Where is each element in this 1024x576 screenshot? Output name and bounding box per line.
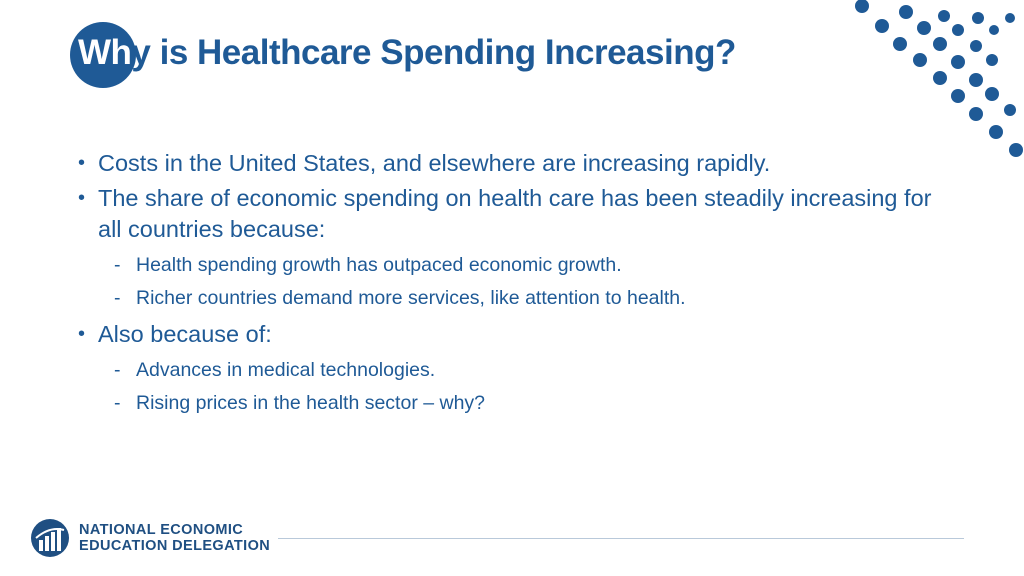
decor-dot	[972, 12, 984, 24]
decor-dot	[933, 71, 947, 85]
decor-dot	[913, 53, 927, 67]
decor-dot	[938, 10, 950, 22]
dash-marker: -	[114, 287, 121, 309]
decor-dot	[989, 125, 1003, 139]
decor-dot	[952, 24, 964, 36]
sub-bullet-item: - Rising prices in the health sector – wh…	[76, 387, 956, 420]
footer-org-line2: EDUCATION DELEGATION	[79, 538, 271, 554]
decor-dot	[986, 54, 998, 66]
decor-dot	[933, 37, 947, 51]
decor-dot	[989, 25, 999, 35]
title-wrap: Why is Healthcare Spending Increasing?	[78, 28, 736, 78]
bullet-list: Costs in the United States, and elsewher…	[76, 148, 956, 420]
sub-bullet-text: Health spending growth has outpaced econ…	[136, 254, 622, 276]
title-rest: y is Healthcare Spending Increasing?	[131, 33, 736, 72]
decor-dot	[855, 0, 869, 13]
decor-dot	[970, 40, 982, 52]
sub-bullet-text: Rising prices in the health sector – why…	[136, 392, 486, 414]
ned-logo-icon	[31, 519, 69, 557]
dash-marker: -	[114, 392, 121, 414]
footer-divider	[278, 538, 964, 539]
decor-dot	[875, 19, 889, 33]
decor-dot	[1004, 104, 1016, 116]
decor-dot	[1005, 13, 1015, 23]
bullet-item: Also because of:	[76, 319, 956, 350]
footer-org-name: NATIONAL ECONOMIC EDUCATION DELEGATION	[79, 522, 270, 554]
dot-grid-icon	[855, 0, 1023, 157]
title-accent-circle	[70, 22, 136, 88]
decor-dot	[893, 37, 907, 51]
dash-marker: -	[114, 359, 121, 381]
sub-bullet-item: - Advances in medical technologies.	[76, 354, 956, 387]
footer-org-line1: NATIONAL ECONOMIC	[79, 522, 244, 538]
sub-bullet-item: - Richer countries demand more services, …	[76, 282, 956, 315]
sub-bullet-item: - Health spending growth has outpaced eco…	[76, 249, 956, 282]
sub-bullet-text: Advances in medical technologies.	[136, 359, 436, 381]
decor-dot	[969, 73, 983, 87]
decor-dot	[1009, 143, 1023, 157]
decor-dot	[951, 89, 965, 103]
sub-bullet-text: Richer countries demand more services, l…	[136, 287, 686, 309]
title-lead: Wh	[78, 33, 132, 72]
decor-dot	[985, 87, 999, 101]
bullet-item: Costs in the United States, and elsewher…	[76, 148, 956, 179]
page-title: Why is Healthcare Spending Increasing?	[78, 28, 736, 78]
decor-dot	[951, 55, 965, 69]
bullet-item: The share of economic spending on health…	[76, 183, 956, 245]
decor-dot	[917, 21, 931, 35]
decor-dot	[899, 5, 913, 19]
decor-dot	[969, 107, 983, 121]
dash-marker: -	[114, 254, 121, 276]
